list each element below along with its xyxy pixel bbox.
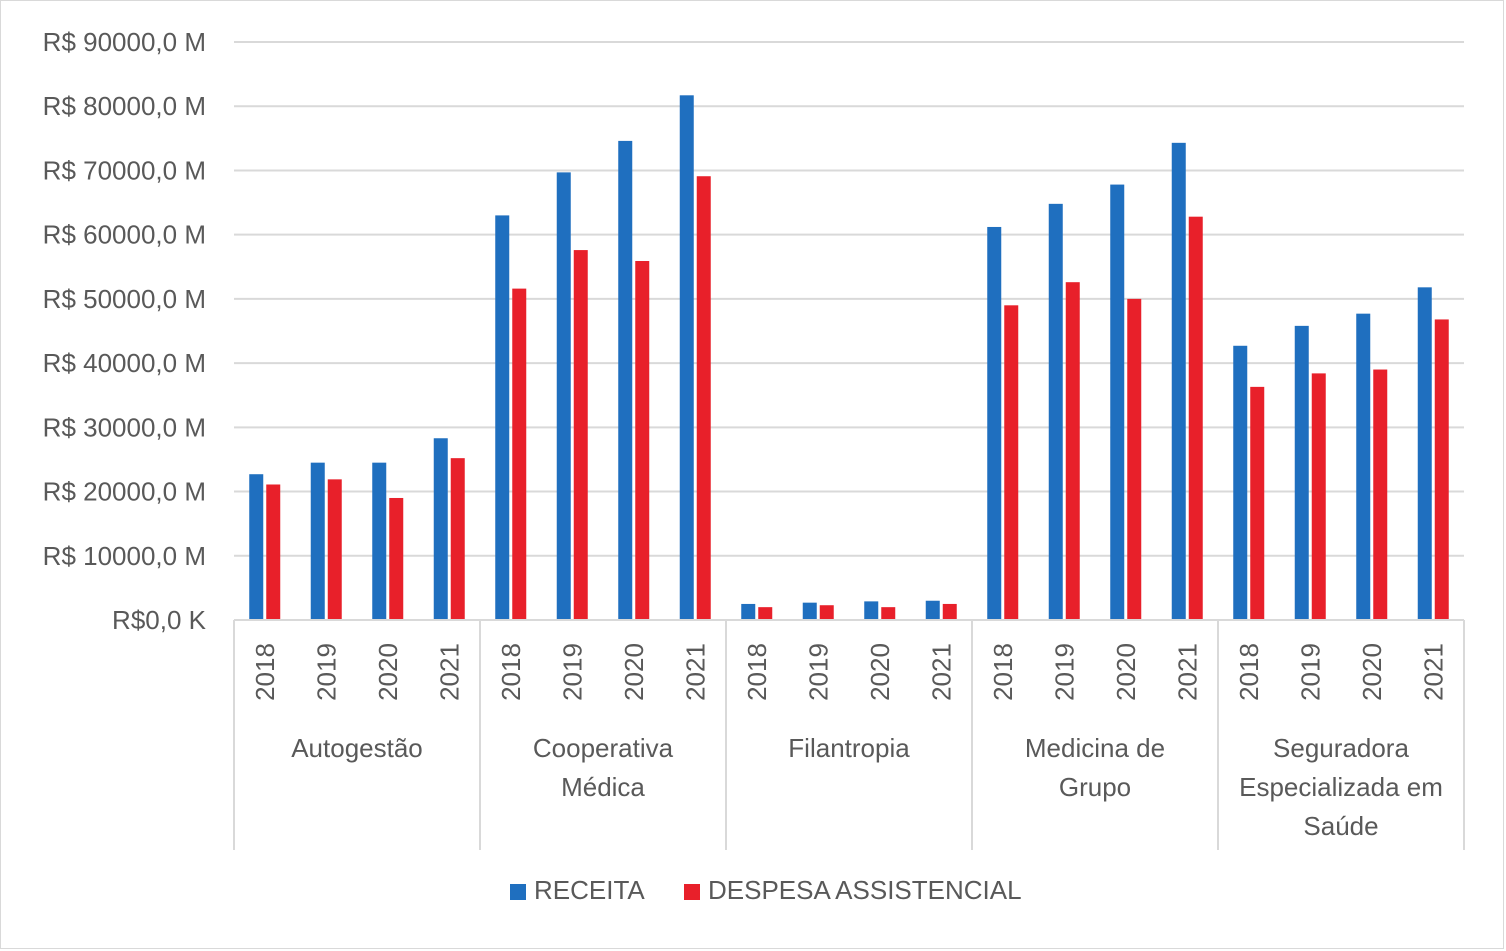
bar-receita <box>1048 203 1063 620</box>
bar-receita <box>372 462 387 620</box>
y-tick-label: R$ 40000,0 M <box>43 348 206 378</box>
bar-receita <box>310 462 325 620</box>
bar-despesa <box>1434 319 1449 620</box>
bar-despesa <box>758 607 773 620</box>
bar-receita <box>1417 287 1432 620</box>
y-tick-label: R$ 30000,0 M <box>43 412 206 442</box>
bar-receita <box>1294 325 1309 620</box>
x-category-label: Especializada em <box>1239 772 1443 802</box>
x-year-label: 2019 <box>557 643 587 701</box>
x-year-label: 2018 <box>1234 643 1264 701</box>
y-axis-tick-labels: R$0,0 K R$ 10000,0 M R$ 20000,0 M R$ 30000,… <box>43 27 207 635</box>
x-year-label: 2019 <box>803 643 833 701</box>
x-year-label: 2019 <box>311 643 341 701</box>
x-category-label: Seguradora <box>1273 733 1409 763</box>
bar-despesa <box>573 250 588 620</box>
bar-receita <box>495 215 510 620</box>
x-year-label: 2019 <box>1049 643 1079 701</box>
bar-receita <box>433 438 448 620</box>
bar-receita <box>249 474 264 620</box>
bar-despesa <box>1373 369 1388 620</box>
x-year-label: 2021 <box>434 643 464 701</box>
bar-despesa <box>942 603 957 620</box>
x-category-label: Filantropia <box>788 733 910 763</box>
legend-swatch <box>510 884 526 900</box>
bar-receita <box>679 95 694 620</box>
bar-receita <box>556 172 571 621</box>
x-category-label: Cooperativa <box>533 733 674 763</box>
bar-receita <box>987 226 1002 620</box>
gridlines <box>234 41 1464 557</box>
y-tick-label: R$ 70000,0 M <box>43 155 206 185</box>
bar-receita <box>1356 313 1371 620</box>
bar-despesa <box>635 260 650 620</box>
x-category-label: Médica <box>561 772 645 802</box>
bar-despesa <box>1250 386 1265 620</box>
bar-despesa <box>327 479 342 620</box>
y-tick-label: R$ 90000,0 M <box>43 27 206 57</box>
y-tick-label: R$ 60000,0 M <box>43 220 206 250</box>
x-year-label: 2020 <box>373 643 403 701</box>
legend-label: RECEITA <box>534 875 645 905</box>
x-year-label: 2018 <box>742 643 772 701</box>
legend-label: DESPESA ASSISTENCIAL <box>708 875 1022 905</box>
x-year-label: 2020 <box>1111 643 1141 701</box>
bar-despesa <box>881 607 896 620</box>
x-year-label: 2018 <box>250 643 280 701</box>
bar-receita <box>1110 184 1125 620</box>
bar-receita <box>1171 142 1186 620</box>
x-year-label: 2019 <box>1295 643 1325 701</box>
x-year-label: 2021 <box>680 643 710 701</box>
x-category-label: Grupo <box>1059 772 1131 802</box>
x-category-label: Autogestão <box>291 733 423 763</box>
bar-despesa <box>1065 282 1080 620</box>
x-year-label: 2021 <box>1418 643 1448 701</box>
bar-despesa <box>266 484 281 620</box>
bar-receita <box>1233 345 1248 620</box>
bar-despesa <box>1004 305 1019 620</box>
bar-receita <box>741 603 756 620</box>
bar-despesa <box>450 458 465 620</box>
bar-despesa <box>1127 298 1142 620</box>
bar-despesa <box>1188 216 1203 620</box>
x-axis: 2018 2019 2020 2021 2018 2019 2020 2021 2018 2019… <box>233 619 1465 850</box>
bar-receita <box>618 140 633 620</box>
x-year-label: 2018 <box>496 643 526 701</box>
y-tick-label: R$0,0 K <box>112 605 207 635</box>
x-year-label: 2018 <box>988 643 1018 701</box>
y-tick-label: R$ 50000,0 M <box>43 284 206 314</box>
x-category-label: Saúde <box>1303 811 1378 841</box>
legend: RECEITA DESPESA ASSISTENCIAL <box>510 875 1022 905</box>
bar-receita <box>925 600 940 620</box>
y-tick-label: R$ 80000,0 M <box>43 91 206 121</box>
bar-despesa <box>1311 373 1326 620</box>
x-year-label: 2020 <box>1357 643 1387 701</box>
y-tick-label: R$ 20000,0 M <box>43 477 206 507</box>
y-tick-label: R$ 10000,0 M <box>43 541 206 571</box>
bar-receita <box>864 601 879 620</box>
bar-despesa <box>696 176 711 621</box>
bar-receita <box>802 602 817 620</box>
x-year-label: 2021 <box>1172 643 1202 701</box>
x-year-label: 2021 <box>926 643 956 701</box>
bar-despesa <box>389 497 404 620</box>
bar-despesa <box>512 288 527 620</box>
legend-swatch <box>684 884 700 900</box>
bars <box>249 95 1449 621</box>
x-year-label: 2020 <box>865 643 895 701</box>
bar-despesa <box>819 605 834 620</box>
x-year-label: 2020 <box>619 643 649 701</box>
x-category-label: Medicina de <box>1025 733 1165 763</box>
